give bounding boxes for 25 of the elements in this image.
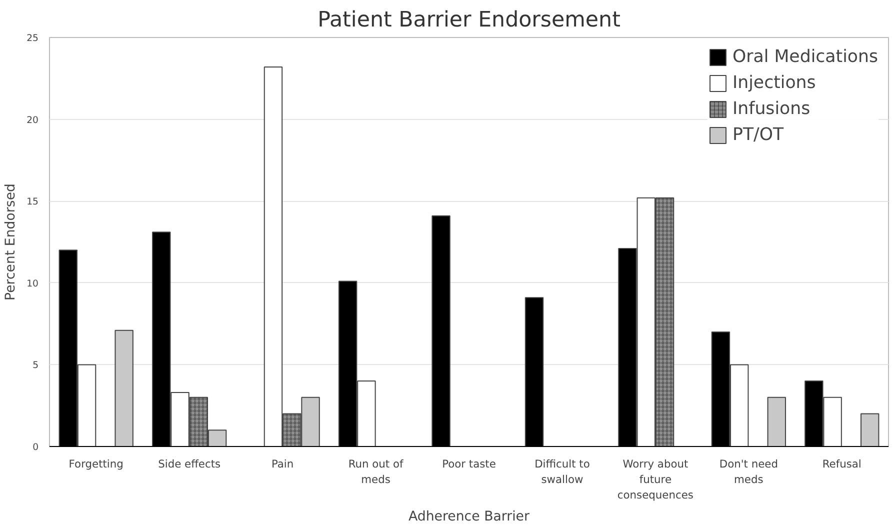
y-tick-label: 20 <box>26 114 39 126</box>
legend-label: PT/OT <box>732 125 784 145</box>
legend-label: Infusions <box>732 99 810 119</box>
legend-label: Injections <box>732 73 816 93</box>
x-tick-label: Poor taste <box>442 458 496 470</box>
y-tick-label: 25 <box>26 33 39 44</box>
y-tick-label: 5 <box>32 360 39 372</box>
x-tick-label: Pain <box>271 458 294 470</box>
bar <box>767 396 786 446</box>
x-tick-label: Side effects <box>158 458 222 470</box>
y-tick-label: 10 <box>26 278 39 290</box>
bar <box>114 330 134 446</box>
x-tick-label: Refusal <box>822 458 862 470</box>
chart-title: Patient Barrier Endorsement <box>318 8 620 32</box>
y-tick-label: 15 <box>26 196 39 208</box>
x-tick-label: Run out of meds <box>348 458 404 486</box>
x-tick-label: Worry about future consequences <box>617 458 694 502</box>
legend-label: Oral Medications <box>732 47 878 67</box>
x-tick-label: Don't need meds <box>719 458 778 486</box>
x-tick-label: Difficult to swallow <box>534 458 590 486</box>
x-axis-title: Adherence Barrier <box>408 510 530 525</box>
y-axis-title: Percent Endorsed <box>4 184 19 300</box>
x-tick-label: Forgetting <box>68 458 124 470</box>
y-tick-label: 0 <box>32 442 39 453</box>
bar <box>860 413 880 446</box>
